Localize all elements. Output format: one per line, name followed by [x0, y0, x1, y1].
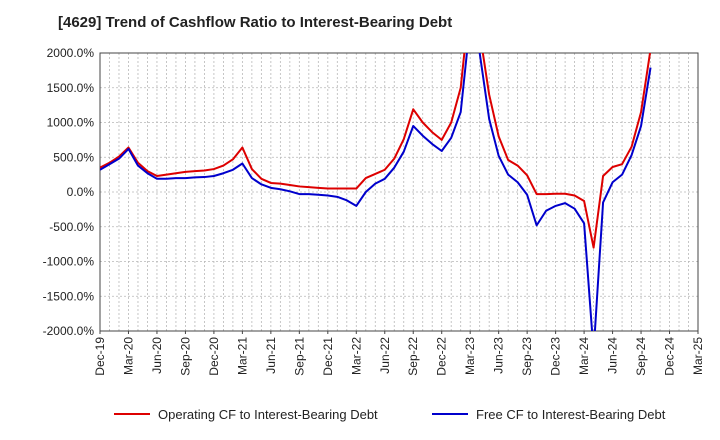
y-tick-label: 500.0% — [53, 150, 94, 164]
y-tick-label: -2000.0% — [43, 324, 95, 338]
y-tick-label: 2000.0% — [47, 46, 95, 60]
x-tick-label: Jun-21 — [264, 337, 278, 374]
x-tick-label: Dec-19 — [93, 337, 107, 376]
x-tick-label: Dec-20 — [207, 337, 221, 376]
x-tick-label: Mar-21 — [235, 337, 249, 375]
x-tick-label: Mar-23 — [463, 337, 477, 375]
y-tick-label: 0.0% — [67, 185, 95, 199]
x-tick-label: Sep-23 — [520, 337, 534, 376]
y-tick-label: 1000.0% — [47, 116, 95, 130]
legend-item-operating-cf: Operating CF to Interest-Bearing Debt — [114, 402, 378, 426]
x-tick-label: Mar-25 — [691, 337, 705, 375]
plot-frame — [99, 52, 699, 332]
x-tick-label: Mar-24 — [577, 337, 591, 375]
legend: Operating CF to Interest-Bearing Debt Fr… — [0, 402, 720, 426]
series-line-operating-cf — [100, 53, 652, 249]
y-tick-label: -500.0% — [49, 220, 94, 234]
x-tick-label: Dec-24 — [663, 337, 677, 376]
x-tick-label: Jun-22 — [378, 337, 392, 374]
x-tick-label: Mar-22 — [349, 337, 363, 375]
series-line-free-cf — [100, 53, 652, 331]
x-tick-label: Sep-24 — [634, 337, 648, 376]
x-tick-label: Jun-24 — [606, 337, 620, 374]
legend-label-operating-cf: Operating CF to Interest-Bearing Debt — [158, 406, 378, 422]
y-tick-label: -1000.0% — [43, 255, 95, 269]
x-tick-label: Jun-20 — [150, 337, 164, 374]
legend-label-free-cf: Free CF to Interest-Bearing Debt — [476, 406, 666, 422]
legend-swatch-operating-cf — [114, 413, 150, 415]
chart-title: [4629] Trend of Cashflow Ratio to Intere… — [58, 14, 453, 31]
x-tick-label: Dec-22 — [435, 337, 449, 376]
y-tick-label: 1500.0% — [47, 81, 95, 95]
x-tick-label: Sep-20 — [178, 337, 192, 376]
x-tick-label: Mar-20 — [121, 337, 135, 375]
x-tick-label: Sep-22 — [406, 337, 420, 376]
legend-item-free-cf: Free CF to Interest-Bearing Debt — [432, 402, 665, 426]
x-tick-label: Dec-23 — [549, 337, 563, 376]
x-tick-label: Dec-21 — [321, 337, 335, 376]
legend-swatch-free-cf — [432, 413, 468, 415]
y-tick-label: -1500.0% — [43, 289, 95, 303]
x-tick-label: Sep-21 — [292, 337, 306, 376]
x-tick-label: Jun-23 — [492, 337, 506, 374]
